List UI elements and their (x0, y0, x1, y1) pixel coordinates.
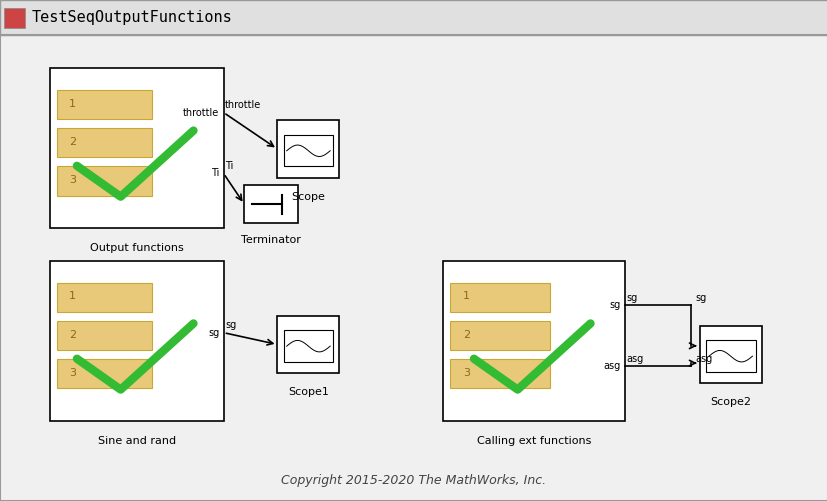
Bar (277, 316, 339, 373)
Text: Scope2: Scope2 (710, 397, 750, 407)
Text: 2: 2 (69, 330, 76, 340)
Text: throttle: throttle (183, 108, 219, 118)
Text: sg: sg (208, 328, 219, 338)
Text: 3: 3 (69, 175, 76, 185)
Text: Scope1: Scope1 (288, 387, 328, 397)
Bar (283, 135, 332, 166)
Bar (56, 166, 152, 195)
Bar (450, 283, 550, 312)
Bar (705, 340, 754, 372)
Text: 1: 1 (69, 292, 76, 302)
Text: 1: 1 (69, 99, 76, 109)
Text: 1: 1 (462, 292, 470, 302)
Text: sg: sg (626, 293, 638, 303)
Bar (244, 185, 298, 223)
Text: Scope: Scope (291, 192, 325, 202)
Text: 3: 3 (462, 368, 470, 378)
Bar (56, 359, 152, 388)
Bar (699, 326, 761, 383)
Text: Ti: Ti (225, 161, 233, 171)
Bar (442, 261, 624, 421)
Bar (50, 68, 223, 228)
Bar (50, 261, 223, 421)
Text: asg: asg (695, 354, 712, 364)
Bar (56, 283, 152, 312)
Bar (283, 330, 332, 362)
Text: Output functions: Output functions (89, 243, 184, 253)
Text: Copyright 2015-2020 The MathWorks, Inc.: Copyright 2015-2020 The MathWorks, Inc. (281, 474, 546, 487)
Bar (0, 0, 827, 35)
Text: 2: 2 (462, 330, 470, 340)
Bar (56, 321, 152, 350)
Bar (56, 90, 152, 119)
Text: 2: 2 (69, 137, 76, 147)
Text: TestSeqOutputFunctions: TestSeqOutputFunctions (31, 10, 232, 25)
Text: asg: asg (626, 354, 643, 364)
Bar (56, 128, 152, 157)
Text: Sine and rand: Sine and rand (98, 436, 175, 446)
Bar (4, 8, 25, 28)
Text: Terminator: Terminator (241, 235, 301, 245)
Text: Calling ext functions: Calling ext functions (476, 436, 590, 446)
Text: 3: 3 (69, 368, 76, 378)
Text: asg: asg (603, 361, 620, 371)
Text: sg: sg (225, 320, 237, 330)
Text: sg: sg (609, 301, 620, 311)
Bar (277, 120, 339, 178)
Text: throttle: throttle (225, 100, 261, 110)
Text: Ti: Ti (211, 168, 219, 178)
Bar (450, 359, 550, 388)
Text: sg: sg (695, 293, 706, 303)
Bar (450, 321, 550, 350)
